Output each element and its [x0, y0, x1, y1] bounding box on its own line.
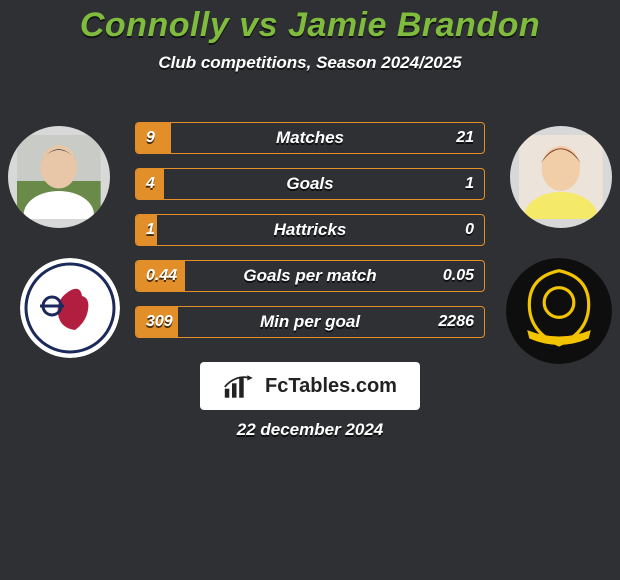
- stat-row-min-per-goal: 309 Min per goal 2286: [135, 306, 485, 338]
- crest-icon: [20, 258, 120, 358]
- stat-value-left: 1: [146, 215, 155, 245]
- left-player-avatar: [8, 126, 110, 228]
- stat-row-goals: 4 Goals 1: [135, 168, 485, 200]
- stat-value-right: 2286: [438, 307, 474, 337]
- stat-value-right: 1: [465, 169, 474, 199]
- brand-badge: FcTables.com: [200, 362, 420, 410]
- stat-label: Goals: [286, 174, 333, 194]
- left-club-crest: [20, 258, 120, 358]
- stat-row-hattricks: 1 Hattricks 0: [135, 214, 485, 246]
- stat-value-left: 4: [146, 169, 155, 199]
- stat-label: Min per goal: [260, 312, 360, 332]
- stat-label: Hattricks: [274, 220, 347, 240]
- stat-value-left: 9: [146, 123, 155, 153]
- crest-icon: [506, 258, 612, 364]
- snapshot-date: 22 december 2024: [0, 420, 620, 440]
- stats-container: 9 Matches 21 4 Goals 1 1 Hattricks 0 0.4…: [135, 122, 485, 352]
- comparison-title: Connolly vs Jamie Brandon: [0, 0, 620, 45]
- stat-value-right: 0.05: [443, 261, 474, 291]
- stat-value-left: 0.44: [146, 261, 177, 291]
- right-player-avatar: [510, 126, 612, 228]
- stat-value-right: 21: [456, 123, 474, 153]
- chart-icon: [223, 372, 259, 400]
- stat-row-matches: 9 Matches 21: [135, 122, 485, 154]
- person-icon: [17, 135, 101, 219]
- comparison-subtitle: Club competitions, Season 2024/2025: [0, 53, 620, 73]
- right-club-crest: [506, 258, 612, 364]
- person-icon: [519, 135, 603, 219]
- stat-label: Goals per match: [243, 266, 376, 286]
- stat-label: Matches: [276, 128, 344, 148]
- stat-value-right: 0: [465, 215, 474, 245]
- brand-text: FcTables.com: [265, 375, 397, 398]
- stat-row-goals-per-match: 0.44 Goals per match 0.05: [135, 260, 485, 292]
- stat-value-left: 309: [146, 307, 173, 337]
